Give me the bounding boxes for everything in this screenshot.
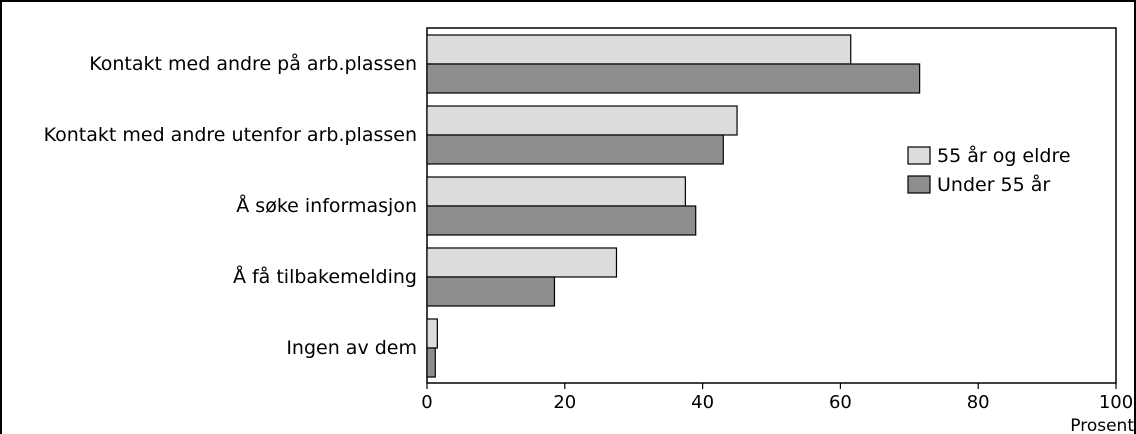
bar-older-4 bbox=[426, 318, 438, 349]
bar-older-1 bbox=[426, 105, 738, 136]
x-tick-label: 60 bbox=[829, 392, 852, 413]
bar-younger-2 bbox=[426, 205, 697, 236]
category-label: Å søke informasjon bbox=[236, 194, 417, 217]
x-tick-label: 80 bbox=[967, 392, 990, 413]
bar-older-0 bbox=[426, 34, 852, 65]
category-label: Kontakt med andre på arb.plassen bbox=[89, 52, 417, 75]
bar-younger-3 bbox=[426, 276, 556, 307]
category-label: Kontakt med andre utenfor arb.plassen bbox=[44, 124, 417, 146]
x-tick-label: 20 bbox=[553, 392, 576, 413]
legend-label: Under 55 år bbox=[937, 173, 1050, 196]
x-tick-label: 100 bbox=[1099, 392, 1133, 413]
bar-older-2 bbox=[426, 176, 686, 207]
legend-swatch bbox=[907, 175, 931, 194]
category-labels: Kontakt med andre på arb.plassen Kontakt … bbox=[44, 52, 417, 359]
legend-swatch bbox=[907, 146, 931, 165]
legend: 55 år og eldre Under 55 år bbox=[907, 144, 1071, 196]
bar-younger-1 bbox=[426, 134, 724, 165]
category-label: Å få tilbakemelding bbox=[233, 265, 417, 288]
category-label: Ingen av dem bbox=[286, 337, 417, 359]
bars-group bbox=[426, 34, 921, 378]
bar-older-3 bbox=[426, 247, 618, 278]
legend-label: 55 år og eldre bbox=[937, 144, 1071, 167]
x-tick-label: 40 bbox=[691, 392, 714, 413]
x-axis-ticks: 0 20 40 60 80 100 bbox=[421, 383, 1133, 413]
bar-younger-0 bbox=[426, 63, 921, 94]
bar-younger-4 bbox=[426, 347, 436, 378]
x-tick-label: 0 bbox=[421, 392, 432, 413]
x-axis-label: Prosent bbox=[1070, 416, 1134, 434]
